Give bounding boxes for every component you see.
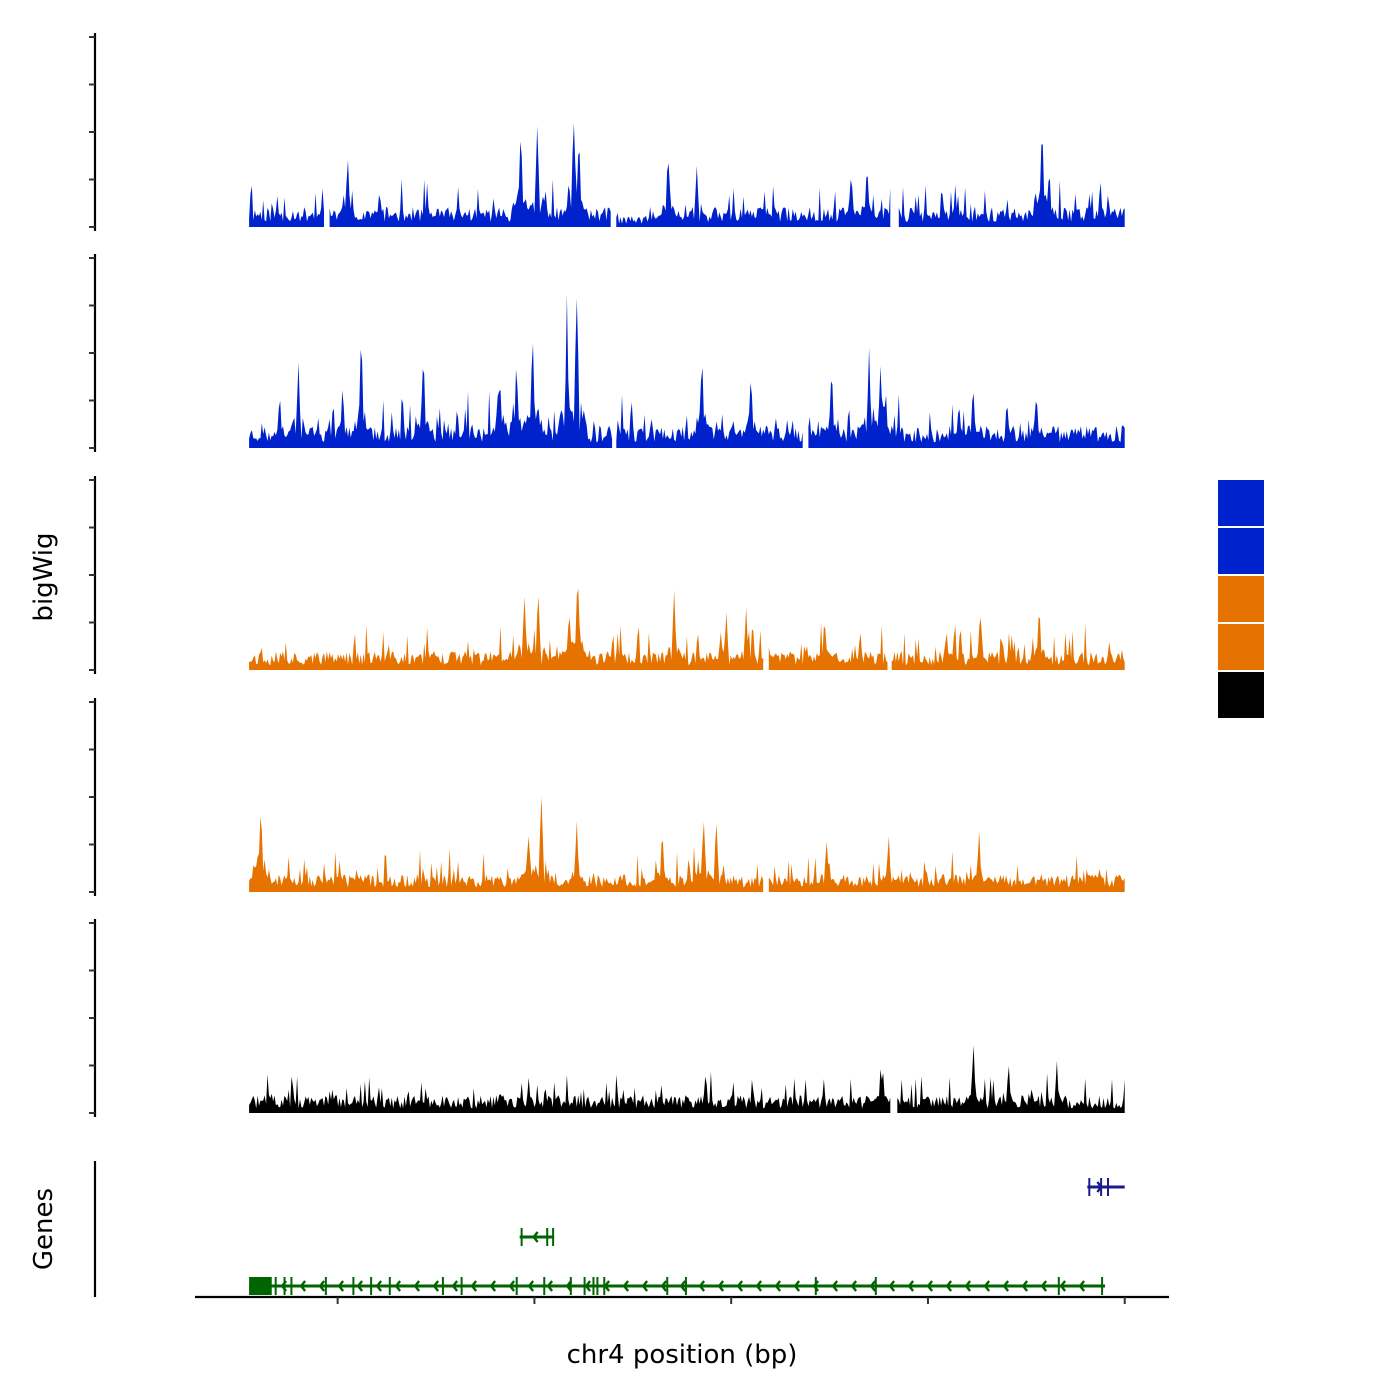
strand-arrow [489, 1280, 497, 1292]
strand-arrow [964, 1280, 972, 1292]
track-panel-e14_1 [89, 33, 1125, 231]
signal-area-e17_1 [249, 588, 764, 670]
track-panel-input [89, 919, 1125, 1117]
genes-panel [93, 1161, 1125, 1297]
strand-arrow [812, 1280, 820, 1292]
strand-arrow [584, 1280, 592, 1292]
x-axis-title: chr4 position (bp) [567, 1340, 798, 1370]
strand-arrow [470, 1280, 478, 1292]
strand-arrow [337, 1280, 345, 1292]
track-panel-e14_2 [89, 254, 1125, 452]
strand-arrow [1096, 1181, 1103, 1193]
strand-arrow [869, 1280, 877, 1292]
strand-arrow [375, 1280, 383, 1292]
legend [1218, 480, 1264, 718]
legend-swatch-e17_2 [1218, 624, 1264, 670]
strand-arrow [774, 1280, 782, 1292]
signal-area-e14_1 [898, 144, 1125, 227]
signal-area-input [897, 1045, 1125, 1113]
strand-arrow [546, 1280, 554, 1292]
signal-area-e17_2 [249, 796, 764, 892]
signal-panels [89, 33, 1125, 1117]
strand-arrow [280, 1280, 288, 1292]
strand-arrow [888, 1280, 896, 1292]
signal-area-e14_2 [616, 367, 803, 448]
genes-axis-title: Genes [29, 1188, 59, 1270]
gene-gm16334 [519, 1228, 555, 1246]
y-axis-title: bigWig [29, 532, 59, 621]
strand-arrow [679, 1280, 687, 1292]
strand-arrow [603, 1280, 611, 1292]
signal-area-e14_2 [808, 347, 1125, 448]
strand-arrow [318, 1280, 326, 1292]
signal-area-e17_1 [891, 617, 1125, 670]
strand-arrow [508, 1280, 516, 1292]
signal-area-e17_2 [768, 831, 1125, 892]
signal-area-input [249, 1069, 891, 1113]
gene-utr-block [249, 1277, 272, 1295]
strand-arrow [1078, 1280, 1086, 1292]
strand-arrow [261, 1280, 269, 1292]
strand-arrow [451, 1280, 459, 1292]
strand-arrow [299, 1280, 307, 1292]
strand-arrow [356, 1280, 364, 1292]
strand-arrow [698, 1280, 706, 1292]
strand-arrow [945, 1280, 953, 1292]
strand-arrow [1040, 1280, 1048, 1292]
strand-arrow [736, 1280, 744, 1292]
strand-arrow [793, 1280, 801, 1292]
signal-area-e17_1 [768, 623, 888, 670]
strand-arrow [717, 1280, 725, 1292]
legend-swatch-e14_1 [1218, 480, 1264, 526]
strand-arrow [641, 1280, 649, 1292]
legend-swatch-e14_2 [1218, 528, 1264, 574]
strand-arrow [983, 1280, 991, 1292]
strand-arrow [1002, 1280, 1010, 1292]
strand-arrow [413, 1280, 421, 1292]
strand-arrow [432, 1280, 440, 1292]
strand-arrow [850, 1280, 858, 1292]
strand-arrow [394, 1280, 402, 1292]
strand-arrow [1059, 1280, 1067, 1292]
legend-swatch-input [1218, 672, 1264, 718]
signal-area-e14_1 [616, 163, 891, 227]
strand-arrow [926, 1280, 934, 1292]
strand-arrow [527, 1280, 535, 1292]
signal-area-e14_1 [329, 123, 611, 227]
strand-arrow [532, 1231, 539, 1243]
strand-arrow [1021, 1280, 1029, 1292]
strand-arrow [622, 1280, 630, 1292]
signal-area-e14_2 [249, 294, 613, 448]
strand-arrow [565, 1280, 573, 1292]
track-panel-e17_2 [89, 698, 1125, 896]
strand-arrow [755, 1280, 763, 1292]
strand-arrow [907, 1280, 915, 1292]
signal-area-e14_1 [249, 186, 324, 227]
strand-arrow [831, 1280, 839, 1292]
gene-kcnab2 [249, 1277, 1106, 1295]
x-axis [195, 1295, 1169, 1304]
track-panel-e17_1 [89, 476, 1125, 674]
legend-swatch-e17_1 [1218, 576, 1264, 622]
gene-nphp4 [1087, 1178, 1125, 1196]
strand-arrow [660, 1280, 668, 1292]
